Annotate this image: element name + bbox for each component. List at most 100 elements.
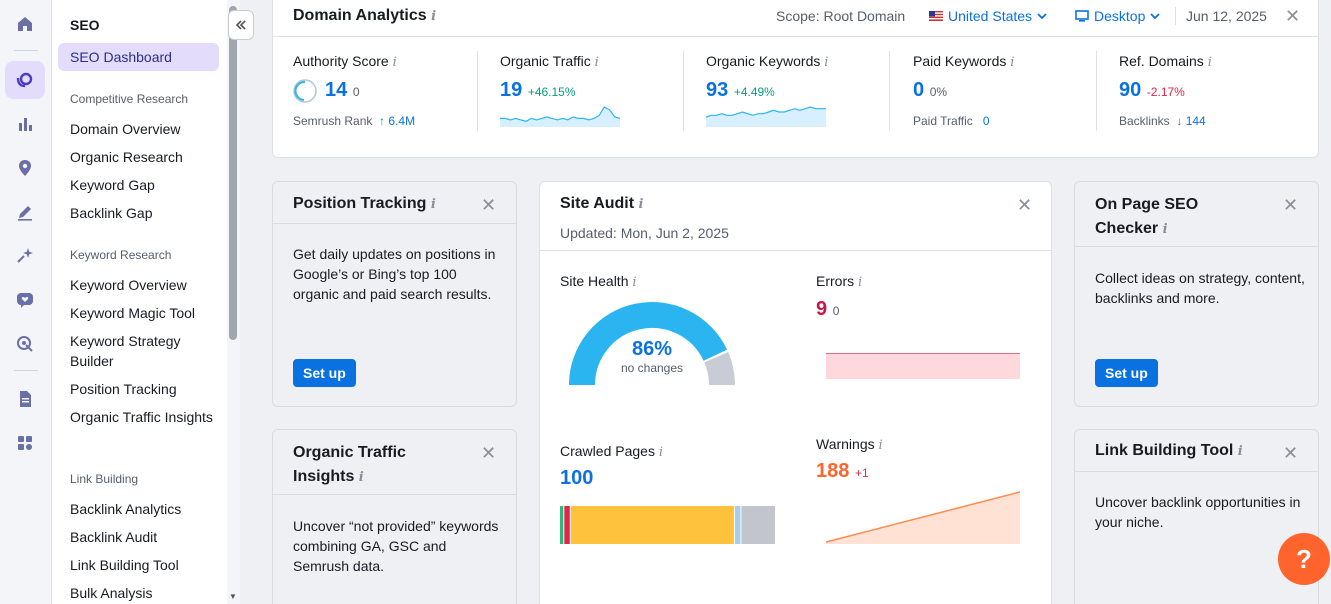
crawled-pages-bar [560, 506, 775, 544]
warnings-value[interactable]: 188 +1 [816, 460, 869, 482]
card-description: Collect ideas on strategy, content, back… [1095, 270, 1305, 306]
site-health-gauge[interactable] [568, 301, 736, 387]
sidebar-item-backlink-gap[interactable]: Backlink Gap [70, 205, 153, 221]
close-icon[interactable]: ✕ [1285, 6, 1301, 26]
sidebar-item-keyword-overview[interactable]: Keyword Overview [70, 277, 187, 293]
info-icon: i [1162, 222, 1168, 237]
sparkline-area [500, 107, 620, 127]
crawled-segment-2 [570, 506, 734, 544]
authority-score-label: Authority Score i [293, 53, 397, 70]
document-icon[interactable] [5, 380, 45, 418]
seo-icon[interactable] [5, 61, 45, 99]
crawled-pages-value[interactable]: 100 [560, 467, 594, 489]
gauge-remaining-arc [704, 352, 735, 386]
apps-icon[interactable] [5, 424, 45, 462]
position-tracking-card: Position Tracking i ✕ Get daily updates … [272, 181, 517, 407]
sidebar-item-backlink-analytics[interactable]: Backlink Analytics [70, 501, 182, 517]
sparkline-line [706, 106, 826, 118]
errors-trend-chart [826, 353, 1020, 379]
card-description: Uncover backlink opportunities in your n… [1095, 494, 1301, 530]
crawled-segment-4 [741, 506, 775, 544]
sidebar-item-domain-overview[interactable]: Domain Overview [70, 121, 181, 137]
sidebar-item-keyword-strategy-builder[interactable]: Keyword Strategy Builder [70, 333, 181, 369]
ref-domains-value[interactable]: 90 -2.17% [1119, 79, 1185, 101]
location-icon[interactable] [5, 149, 45, 187]
close-icon[interactable]: ✕ [1017, 195, 1033, 215]
sidebar-item-keyword-gap[interactable]: Keyword Gap [70, 177, 155, 193]
info-icon: i [658, 445, 663, 460]
scope-label: Scope: Root Domain [776, 8, 906, 24]
info-icon: i [638, 197, 644, 212]
section-heading: Link Building [70, 472, 139, 486]
info-icon: i [1010, 55, 1015, 70]
crawled-pages-label: Crawled Pages i [560, 443, 663, 460]
info-icon: i [594, 55, 599, 70]
organic-traffic-sparkline [500, 106, 620, 127]
gauge-health-arc [569, 302, 728, 386]
desktop-icon [1075, 10, 1089, 22]
info-icon: i [824, 55, 829, 70]
ai-sparkle-icon[interactable] [5, 237, 45, 275]
site-health-label: Site Health i [560, 273, 637, 290]
semrush-rank: Semrush Rank ↑ 6.4M [293, 114, 416, 128]
organic-traffic-value[interactable]: 19 +46.15% [500, 79, 576, 101]
close-icon[interactable]: ✕ [481, 443, 497, 463]
info-icon: i [632, 275, 637, 290]
sidebar-item-position-tracking[interactable]: Position Tracking [70, 381, 177, 397]
sidebar-item-keyword-magic-tool[interactable]: Keyword Magic Tool [70, 305, 196, 321]
card-description: Uncover “not provided” keywords combinin… [293, 518, 499, 574]
heart-chat-icon[interactable] [5, 281, 45, 319]
paid-keywords-value[interactable]: 0 0% [913, 79, 948, 101]
card-description: Get daily updates on positions in Google… [293, 246, 496, 302]
sidebar-scrollbar[interactable]: ▼ [227, 0, 240, 604]
organic-traffic-label: Organic Traffic i [500, 53, 599, 70]
card-title: Position Tracking i [293, 195, 436, 212]
sidebar-title: SEO [70, 17, 100, 33]
info-icon: i [878, 438, 883, 453]
crawled-segment-1 [564, 506, 570, 544]
home-icon[interactable] [5, 5, 45, 43]
on-page-seo-checker-card: On Page SEO Checker i ✕ Collect ideas on… [1074, 181, 1319, 407]
info-icon: i [1237, 444, 1243, 459]
close-icon[interactable]: ✕ [1283, 195, 1299, 215]
organic-keywords-value[interactable]: 93 +4.49% [706, 79, 775, 101]
sidebar: SEO SEO Dashboard Competitive Research D… [52, 0, 240, 604]
chart-icon[interactable] [5, 105, 45, 143]
help-button[interactable]: ? [1278, 533, 1330, 585]
sidebar-item-organic-traffic-insights[interactable]: Organic Traffic Insights [70, 409, 213, 425]
site-health-readout: 86% no changes [620, 338, 684, 375]
close-icon[interactable]: ✕ [1283, 443, 1299, 463]
pen-icon[interactable] [5, 193, 45, 231]
errors-value[interactable]: 9 0 [816, 298, 840, 320]
set-up-button[interactable]: Set up [1095, 359, 1158, 387]
paid-traffic: Paid Traffic 0 [913, 114, 990, 128]
set-up-button[interactable]: Set up [293, 359, 356, 387]
scrollbar-thumb[interactable] [229, 6, 237, 340]
close-icon[interactable]: ✕ [481, 195, 497, 215]
warnings-trend-chart [826, 491, 1020, 544]
date-label: Jun 12, 2025 [1186, 8, 1267, 24]
authority-score-value: 14 0 [325, 79, 360, 101]
device-select[interactable]: Desktop [1075, 8, 1160, 24]
paid-keywords-label: Paid Keywords i [913, 53, 1015, 70]
sidebar-item-organic-research[interactable]: Organic Research [70, 149, 183, 165]
scroll-down-arrow-icon[interactable]: ▼ [229, 592, 237, 601]
info-icon: i [431, 9, 437, 24]
sidebar-item-link-building-tool[interactable]: Link Building Tool [70, 557, 179, 573]
organic-keywords-label: Organic Keywords i [706, 53, 829, 70]
site-audit-card: Site Audit i ✕ Updated: Mon, Jun 2, 2025… [539, 181, 1052, 604]
organic-keywords-sparkline [706, 106, 826, 127]
country-select[interactable]: United States [929, 8, 1047, 24]
info-icon: i [858, 275, 863, 290]
sidebar-item-bulk-analysis[interactable]: Bulk Analysis [70, 585, 153, 601]
collapse-sidebar-button[interactable] [228, 10, 254, 40]
organic-traffic-insights-card: Organic Traffic Insights i ✕ Uncover “no… [272, 429, 517, 604]
card-title: Domain Analytics i [293, 7, 437, 24]
updated-date: Updated: Mon, Jun 2, 2025 [560, 225, 729, 241]
sidebar-item-backlink-audit[interactable]: Backlink Audit [70, 529, 158, 545]
sidebar-item-seo-dashboard[interactable]: SEO Dashboard [58, 43, 219, 71]
domain-analytics-card: Domain Analytics i Scope: Root Domain Un… [272, 0, 1319, 158]
sparkline-area [706, 107, 826, 127]
target-icon[interactable] [5, 325, 45, 363]
chevron-down-icon [1037, 13, 1047, 20]
